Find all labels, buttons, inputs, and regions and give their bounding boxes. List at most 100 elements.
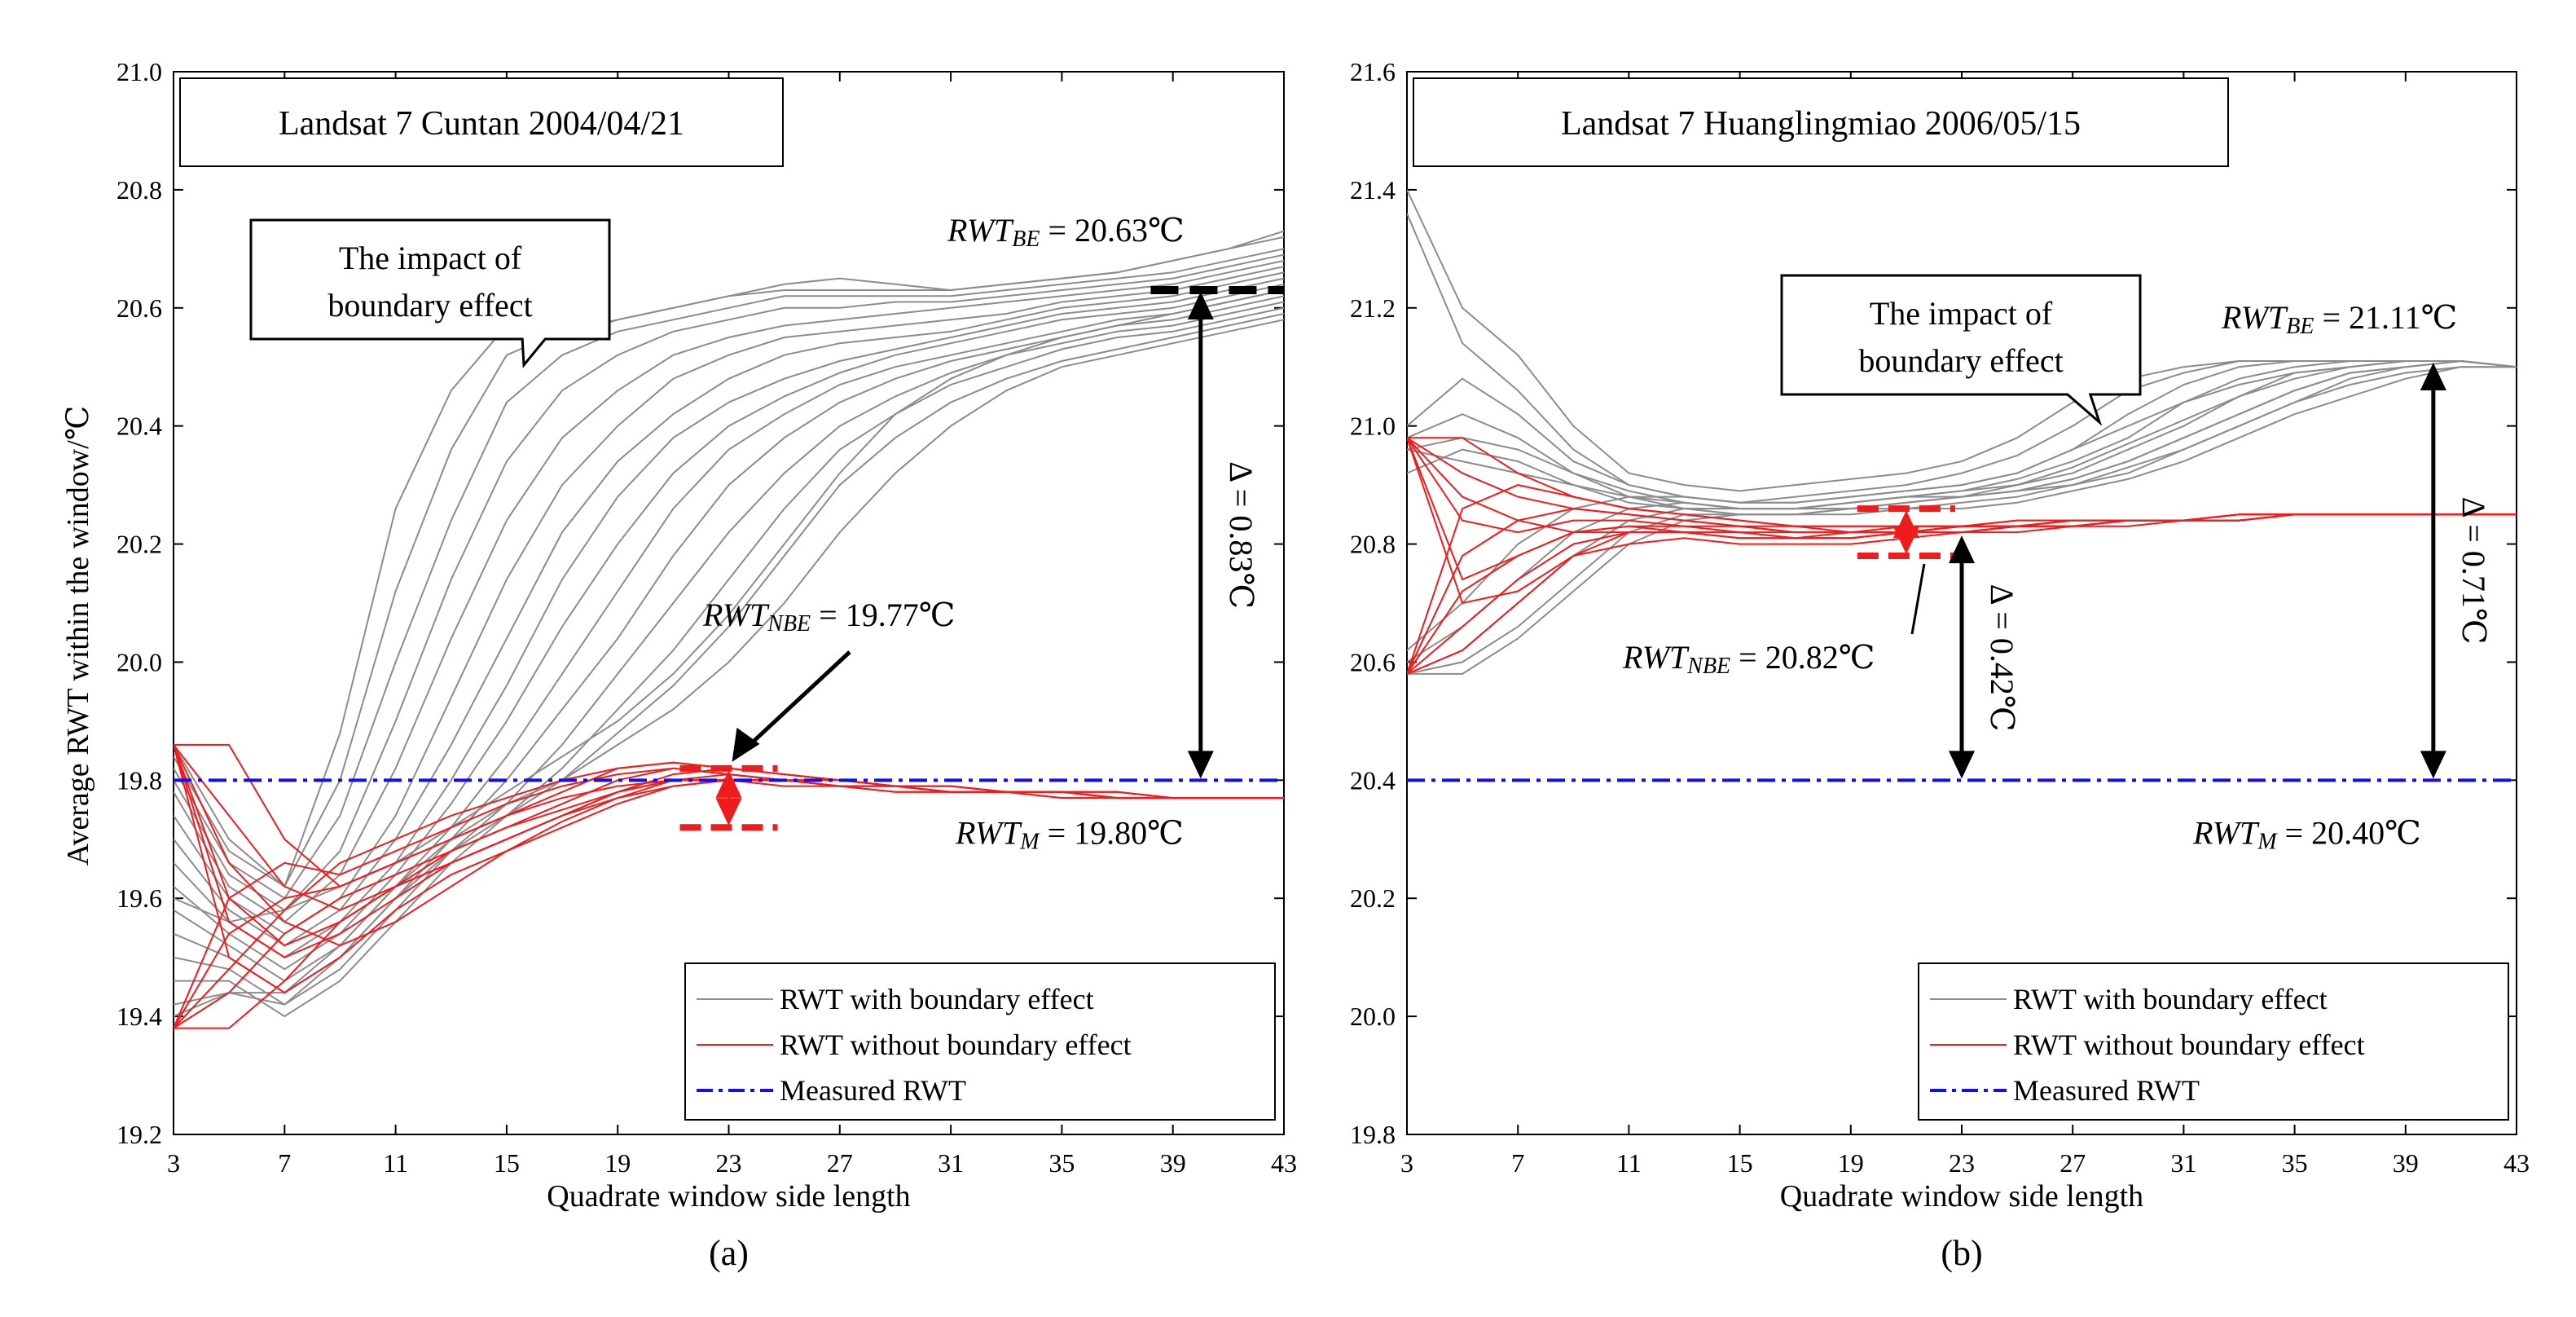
x-tick-label: 43 — [1271, 1148, 1297, 1178]
nbe-pointer-line — [738, 650, 851, 755]
chart-title: Landsat 7 Huanglingmiao 2006/05/15 — [1561, 105, 2081, 143]
callout: The impact of boundary effect — [249, 218, 611, 368]
callout-box — [249, 218, 611, 368]
callout-box — [1780, 274, 2142, 426]
delta-label: Δ = 0.83℃ — [1223, 461, 1259, 609]
nbe-arrow-head-down — [1892, 526, 1919, 555]
legend-entry: RWT without boundary effect — [2013, 1028, 2365, 1061]
nbe-pointer-head — [732, 727, 760, 762]
y-tick-label: 20.0 — [116, 647, 162, 676]
delta-label: Δ = 0.71℃ — [2455, 497, 2492, 645]
be-series-line — [174, 295, 1284, 994]
y-tick-label: 19.6 — [116, 883, 162, 913]
x-tick-label: 27 — [2059, 1148, 2086, 1178]
y-axis-label: Average RWT within the window/℃ — [61, 406, 95, 866]
callout-line-1: The impact of — [339, 240, 522, 276]
chart-title: Landsat 7 Cuntan 2004/04/21 — [279, 105, 684, 143]
legend-entry: RWT with boundary effect — [2013, 983, 2328, 1015]
y-tick-label: 20.2 — [1350, 883, 1396, 913]
be-series-line — [174, 301, 1284, 1006]
be-series-line — [174, 230, 1284, 888]
x-tick-label: 43 — [2503, 1148, 2530, 1178]
x-axis-label: Quadrate window side length — [547, 1179, 910, 1213]
rwt-m-label: RWTM = 20.40℃ — [2192, 814, 2421, 854]
be-series-line — [174, 259, 1284, 923]
x-tick-label: 15 — [494, 1148, 520, 1178]
delta-arrow-head-down — [1187, 751, 1214, 779]
x-tick-label: 19 — [604, 1148, 631, 1178]
delta2-label: Δ = 0.42℃ — [1984, 584, 2020, 732]
be-series-line — [174, 248, 1284, 900]
x-tick-label: 35 — [1048, 1148, 1075, 1178]
x-tick-label: 23 — [1949, 1148, 1975, 1178]
be-series-line — [174, 306, 1284, 1018]
title-box — [1413, 77, 2229, 167]
x-tick-label: 11 — [383, 1148, 408, 1178]
x-tick-label: 15 — [1727, 1148, 1753, 1178]
x-tick-label: 19 — [1838, 1148, 1864, 1178]
rwt-m-label: RWTM = 19.80℃ — [955, 814, 1184, 854]
y-tick-label: 19.8 — [1350, 1120, 1396, 1149]
be-series-line — [174, 271, 1284, 947]
x-tick-label: 7 — [1511, 1148, 1524, 1178]
y-tick-label: 21.0 — [116, 57, 162, 86]
legend-box — [1918, 962, 2509, 1121]
x-tick-label: 23 — [716, 1148, 742, 1178]
y-tick-label: 21.6 — [1350, 57, 1396, 86]
y-tick-label: 21.0 — [1350, 412, 1396, 441]
be-series-line — [174, 266, 1284, 935]
callout-line-2: boundary effect — [1858, 342, 2063, 379]
x-tick-label: 35 — [2282, 1148, 2308, 1178]
y-tick-label: 21.4 — [1350, 175, 1396, 205]
y-tick-label: 20.6 — [1350, 647, 1396, 676]
callout: The impact of boundary effect — [1780, 274, 2142, 426]
y-tick-label: 20.4 — [1350, 765, 1396, 795]
legend-entry: RWT without boundary effect — [780, 1028, 1132, 1061]
chart-panel-b: 3 7 11 15 19 23 27 31 35 39 43 19.8 20.0 20.2 20.4 20.6… — [1350, 57, 2530, 1273]
x-tick-label: 27 — [827, 1148, 853, 1178]
nbe-arrow-head-down — [715, 798, 742, 826]
x-tick-label: 39 — [1160, 1148, 1186, 1178]
legend-entry: Measured RWT — [780, 1074, 966, 1107]
nbe-arrow-head-up — [715, 769, 742, 798]
rwt-be-label: RWTBE = 21.11℃ — [2221, 299, 2457, 339]
y-tick-label: 19.4 — [116, 1002, 162, 1031]
be-series-line — [1407, 359, 2517, 510]
be-series-line — [174, 313, 1284, 1006]
x-tick-label: 3 — [1400, 1148, 1413, 1178]
nbe-pointer-line — [1910, 563, 1926, 635]
delta-arrow-head-up — [1187, 292, 1214, 320]
be-series-line — [174, 253, 1284, 911]
series-group — [1407, 189, 2517, 782]
x-tick-label: 31 — [938, 1148, 964, 1178]
title-box — [179, 77, 784, 167]
y-tick-label: 20.6 — [116, 293, 162, 323]
be-series-line — [174, 319, 1284, 1018]
x-tick-label: 7 — [278, 1148, 291, 1178]
rwt-be-label: RWTBE = 20.63℃ — [947, 212, 1185, 252]
legend: RWT with boundary effect RWT without boun… — [1918, 962, 2509, 1121]
x-tick-label: 3 — [167, 1148, 180, 1178]
x-tick-label: 31 — [2170, 1148, 2196, 1178]
y-tick-label: 20.2 — [116, 530, 162, 559]
be-series-line — [1407, 366, 2517, 675]
legend-entry: RWT with boundary effect — [780, 983, 1094, 1015]
chart-panel-a: 3 7 11 15 19 23 27 31 35 39 43 19.2 19.4 19.6 19.8 20.0… — [61, 57, 1297, 1273]
x-tick-label: 11 — [1616, 1148, 1642, 1178]
delta2-arrow-head-down — [1949, 751, 1975, 779]
y-tick-label: 20.8 — [1350, 530, 1396, 559]
panel-label: (b) — [1941, 1233, 1982, 1273]
callout-line-1: The impact of — [1870, 295, 2053, 332]
panel-label: (a) — [709, 1233, 749, 1273]
y-tick-label: 19.2 — [116, 1120, 162, 1149]
legend: RWT with boundary effect RWT without boun… — [684, 962, 1276, 1121]
delta-arrow-head-down — [2420, 751, 2446, 779]
be-series-line — [1407, 360, 2517, 651]
be-series-line — [1407, 366, 2517, 675]
y-tick-label: 20.8 — [116, 175, 162, 205]
rwt-nbe-label: RWTNBE = 19.77℃ — [702, 597, 955, 636]
delta-arrow-head-up — [2420, 362, 2446, 390]
x-tick-label: 39 — [2393, 1148, 2419, 1178]
legend-entry: Measured RWT — [2013, 1074, 2200, 1107]
